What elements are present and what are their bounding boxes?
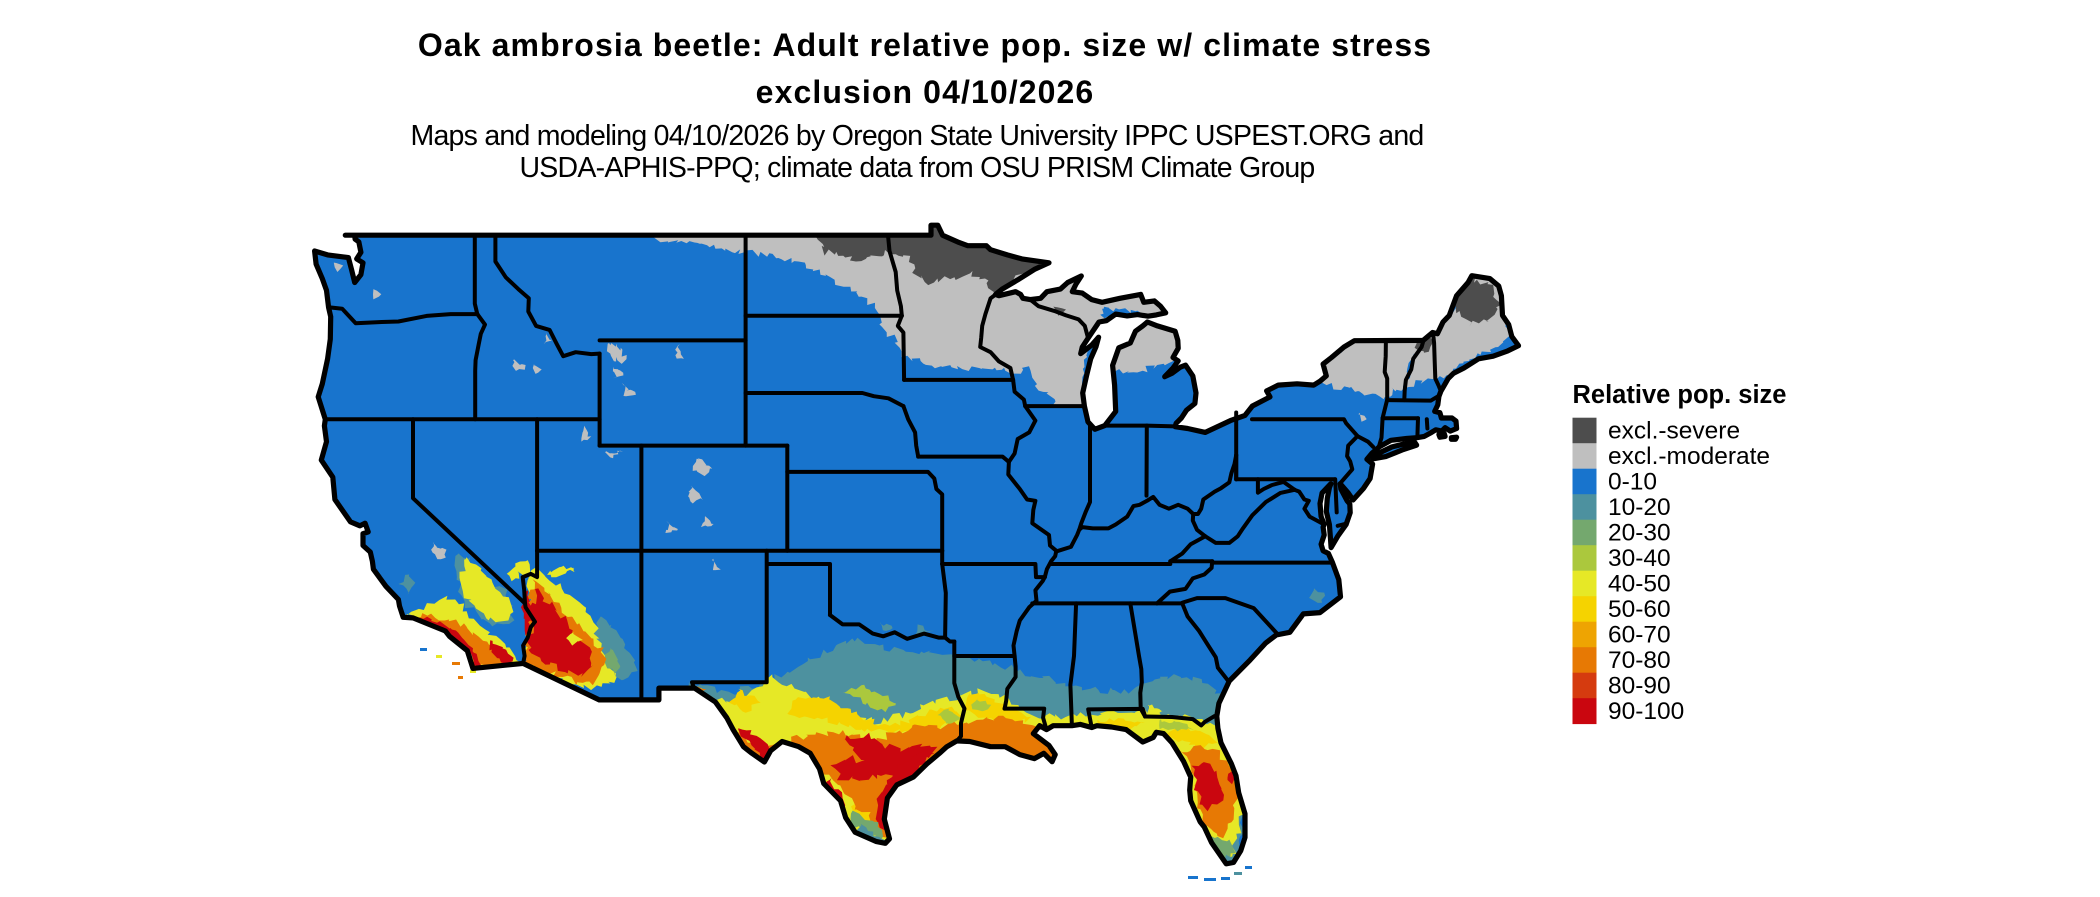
svg-text:50-60: 50-60 bbox=[1608, 596, 1671, 623]
svg-text:excl.-severe: excl.-severe bbox=[1608, 417, 1740, 444]
svg-text:90-100: 90-100 bbox=[1608, 698, 1684, 725]
svg-text:excl.-moderate: excl.-moderate bbox=[1608, 443, 1770, 470]
svg-text:40-50: 40-50 bbox=[1608, 571, 1671, 598]
svg-text:30-40: 30-40 bbox=[1608, 545, 1671, 572]
svg-text:60-70: 60-70 bbox=[1608, 622, 1671, 649]
svg-text:10-20: 10-20 bbox=[1608, 494, 1671, 521]
svg-text:Relative pop. size: Relative pop. size bbox=[1573, 381, 1787, 409]
svg-text:70-80: 70-80 bbox=[1608, 647, 1671, 674]
svg-text:20-30: 20-30 bbox=[1608, 520, 1671, 547]
svg-text:0-10: 0-10 bbox=[1608, 468, 1657, 495]
svg-text:80-90: 80-90 bbox=[1608, 673, 1671, 700]
